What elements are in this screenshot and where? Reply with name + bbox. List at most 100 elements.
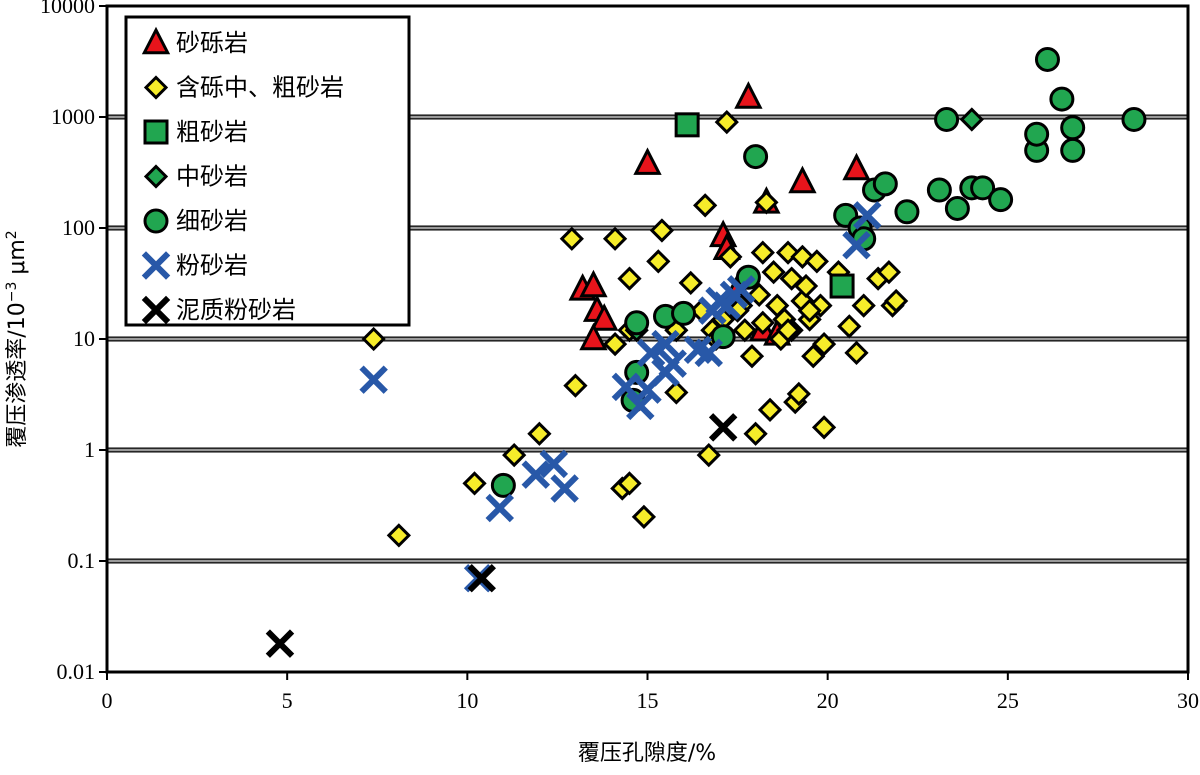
data-point xyxy=(714,109,739,135)
data-point xyxy=(462,471,487,496)
x-axis-ticks: 0 5 10 15 20 25 30 xyxy=(102,672,1199,713)
legend-marker-icon xyxy=(143,119,169,145)
data-point xyxy=(626,391,655,421)
data-point xyxy=(842,152,871,181)
data-point xyxy=(490,472,516,498)
data-point xyxy=(617,471,642,496)
data-point xyxy=(970,175,996,201)
y-tick-label: 100 xyxy=(62,215,95,240)
legend-marker-icon xyxy=(143,164,169,189)
data-point xyxy=(726,275,756,304)
data-point xyxy=(842,230,871,260)
data-point xyxy=(1060,137,1086,163)
data-point xyxy=(674,112,700,138)
data-point xyxy=(775,318,801,343)
y-tick-label: 1000 xyxy=(51,104,95,129)
data-point xyxy=(602,226,628,251)
legend-marker-icon xyxy=(141,251,171,280)
x-tick-label: 15 xyxy=(637,688,659,713)
data-point xyxy=(844,340,869,365)
legend-box xyxy=(124,15,411,327)
data-point xyxy=(853,201,882,230)
data-point xyxy=(750,240,775,265)
y-axis-title-unit: μm xyxy=(5,239,30,281)
data-point xyxy=(884,288,909,314)
y-tick-label: 0.01 xyxy=(57,659,96,684)
data-point xyxy=(579,269,608,298)
data-point xyxy=(624,310,650,336)
data-point xyxy=(658,349,687,378)
data-point xyxy=(386,523,411,548)
data-point xyxy=(743,421,768,446)
legend-marker-icon xyxy=(143,75,169,100)
data-point xyxy=(1024,121,1050,147)
legend-label: 粗砂岩 xyxy=(176,118,248,146)
data-point xyxy=(811,331,837,357)
y-tick-label: 1 xyxy=(84,437,95,462)
data-point xyxy=(1060,115,1086,141)
data-point xyxy=(521,460,551,489)
data-point xyxy=(761,260,786,285)
data-point xyxy=(579,322,608,351)
data-point xyxy=(708,413,738,442)
data-point xyxy=(944,195,970,221)
data-point xyxy=(754,190,779,215)
y-axis-title-exponent: −3 xyxy=(4,282,20,303)
legend-label: 中砂岩 xyxy=(176,163,248,191)
data-point xyxy=(1034,46,1060,72)
legend-label: 泥质粉砂岩 xyxy=(176,296,296,324)
data-point xyxy=(611,372,641,402)
data-point xyxy=(361,326,386,352)
data-point xyxy=(797,298,822,323)
legend-marker-icon xyxy=(141,295,171,325)
data-point xyxy=(743,144,769,170)
x-axis-title: 覆压孔隙度/% xyxy=(578,741,716,766)
data-point xyxy=(651,329,680,359)
data-point xyxy=(467,563,496,593)
x-tick-label: 0 xyxy=(102,688,113,713)
legend-label: 细砂岩 xyxy=(176,207,248,235)
data-point xyxy=(646,249,671,274)
x-tick-label: 5 xyxy=(282,688,293,713)
data-point xyxy=(829,273,855,299)
data-point xyxy=(696,442,721,468)
data-point xyxy=(694,338,723,368)
data-point xyxy=(732,318,757,343)
data-point xyxy=(649,218,675,243)
data-point xyxy=(757,397,783,422)
data-point xyxy=(801,344,826,369)
data-point xyxy=(804,249,829,274)
data-point xyxy=(678,270,703,296)
data-point xyxy=(837,314,862,339)
data-point xyxy=(671,300,697,326)
x-tick-label: 25 xyxy=(997,688,1019,713)
data-point xyxy=(550,474,579,503)
data-point xyxy=(617,266,642,291)
data-point xyxy=(739,344,765,369)
legend-label: 含砾中、粗砂岩 xyxy=(176,74,344,102)
data-point xyxy=(485,493,515,523)
data-point xyxy=(602,331,628,357)
data-point xyxy=(959,107,984,132)
data-point xyxy=(664,380,689,405)
y-tick-label: 0.1 xyxy=(68,548,96,573)
data-point xyxy=(359,365,388,394)
data-point xyxy=(1049,86,1075,112)
x-tick-label: 30 xyxy=(1177,688,1199,713)
legend-label: 砂砾岩 xyxy=(176,29,248,57)
data-point xyxy=(633,147,662,175)
data-points xyxy=(265,46,1147,658)
data-point xyxy=(1121,106,1147,132)
data-point xyxy=(631,504,657,529)
data-point xyxy=(693,193,718,218)
data-point xyxy=(265,629,295,658)
x-tick-label: 10 xyxy=(456,688,478,713)
legend-marker-icon xyxy=(141,26,171,55)
y-axis-title-square: 2 xyxy=(4,230,20,239)
legend-marker-icon xyxy=(143,208,169,234)
data-point xyxy=(502,442,527,468)
y-axis-title-main: 覆压渗透率/10 xyxy=(5,302,30,447)
y-tick-label: 10000 xyxy=(40,0,95,18)
